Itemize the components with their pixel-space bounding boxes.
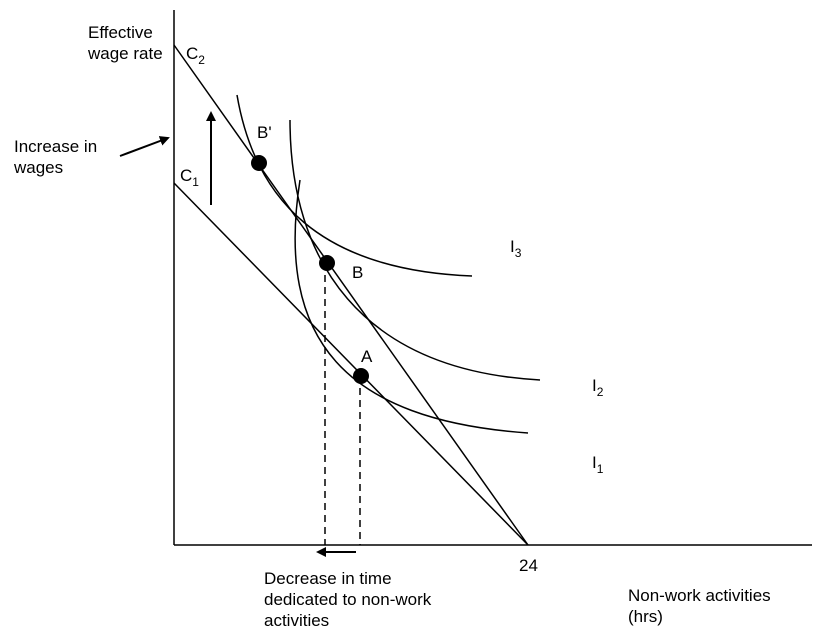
label-point-b-prime: B' [257,123,272,142]
indifference-curve-i1 [294,179,529,434]
label-i1: I1 [592,453,604,476]
indifference-curve-i3 [236,94,473,277]
x-axis-label: Non-work activities (hrs) [628,586,771,626]
time-decrease-note: Decrease in time dedicated to non-work a… [264,569,432,630]
y-axis-label: Effective wage rate [88,23,163,63]
point-b [319,255,335,271]
wage-label-arrow [119,136,170,157]
indifference-curve-i2 [289,119,541,381]
budget-line-c2 [173,44,529,546]
label-point-a: A [361,347,373,366]
label-point-b: B [352,263,364,282]
label-i3: I3 [510,237,522,260]
wage-increase-note: Increase in wages [14,137,98,177]
point-a [353,368,369,384]
x-tick-24: 24 [519,556,538,575]
point-b-prime [251,155,267,171]
budget-line-c1 [173,182,529,546]
label-i2: I2 [592,376,604,399]
label-c1: C1 [180,166,199,189]
label-c2: C2 [186,44,205,67]
